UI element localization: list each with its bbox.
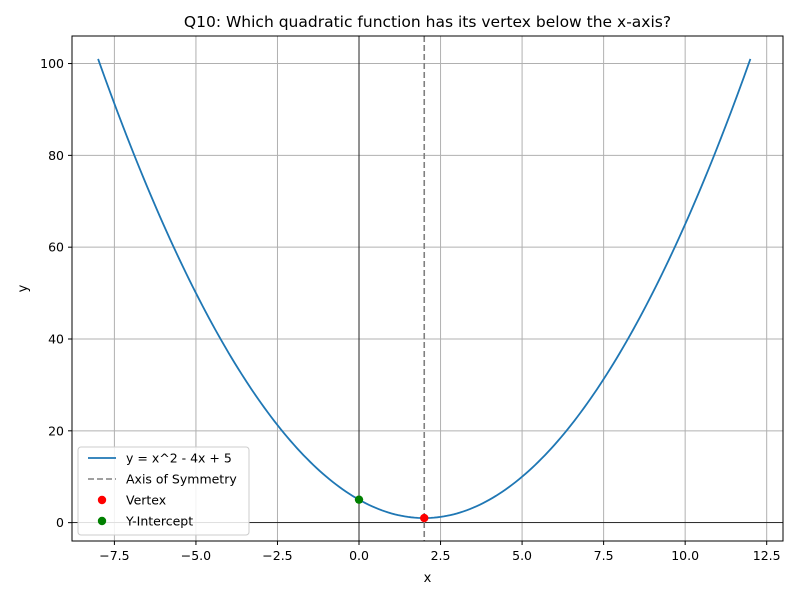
x-tick-label: 2.5 xyxy=(431,548,451,563)
legend-label-y-x-2-4x-5: y = x^2 - 4x + 5 xyxy=(126,451,232,466)
x-tick-label: −5.0 xyxy=(181,548,211,563)
legend-box xyxy=(77,446,250,536)
legend-handle-marker xyxy=(97,495,107,505)
y-tick-label: 100 xyxy=(40,56,64,71)
x-tick-label: 7.5 xyxy=(594,548,614,563)
series-layer xyxy=(97,36,752,541)
x-tick-label: 12.5 xyxy=(753,548,781,563)
y-tick-label: 60 xyxy=(48,240,64,255)
chart-title: Q10: Which quadratic function has its ve… xyxy=(184,13,671,31)
x-tick-label: 10.0 xyxy=(671,548,699,563)
x-tick-label: −2.5 xyxy=(262,548,292,563)
plot-frame xyxy=(71,35,784,542)
y-axis-title: y xyxy=(16,284,31,292)
y-tick-label: 80 xyxy=(48,148,64,163)
y-tick-label: 40 xyxy=(48,332,64,347)
x-tick-label: −7.5 xyxy=(99,548,129,563)
vertex-point xyxy=(420,513,429,523)
y-tick-label: 0 xyxy=(56,515,64,530)
x-axis-title: x xyxy=(424,571,432,586)
legend-label-y-intercept: Y-Intercept xyxy=(125,514,193,529)
x-tick-label: 5.0 xyxy=(512,548,532,563)
tick-labels: −7.5 −5.0 −2.5 0.0 2.5 5.0 7.5 10.0 12.5 0 20 40 60 8… xyxy=(40,56,780,563)
legend-label-vertex: Vertex xyxy=(126,493,166,508)
legend-handle-marker xyxy=(97,516,107,526)
tick-marks xyxy=(68,63,768,545)
x-tick-label: 0.0 xyxy=(349,548,369,563)
y-intercept-point xyxy=(354,495,364,504)
y-tick-label: 20 xyxy=(48,423,64,438)
legend-label-axis-of-symmetry: Axis of Symmetry xyxy=(126,472,237,487)
legend: y = x^2 - 4x + 5 Axis of Symmetry Vertex Y-… xyxy=(77,446,250,536)
